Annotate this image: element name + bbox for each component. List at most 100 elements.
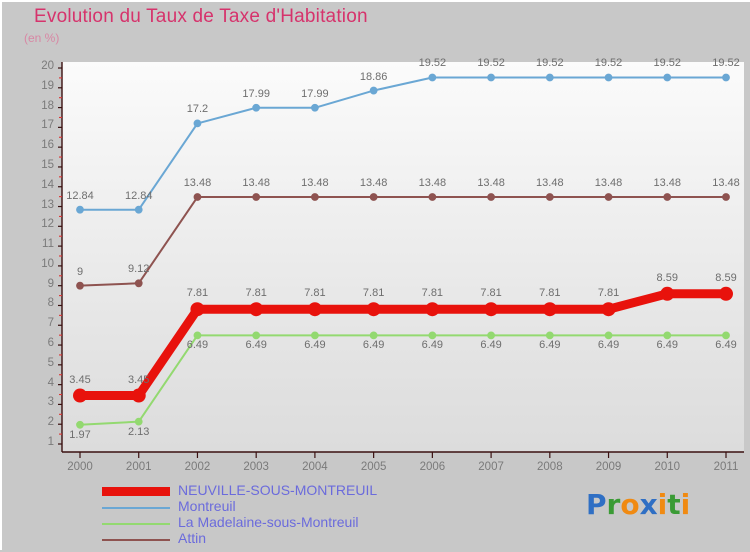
- data-point: [663, 193, 672, 201]
- y-axis-tick-label: 11: [42, 238, 54, 251]
- logo-letter: x: [639, 488, 658, 521]
- x-axis-tick-label: 2007: [478, 461, 504, 473]
- data-point: [545, 193, 554, 201]
- logo-letter: P: [586, 488, 607, 521]
- data-point: [722, 331, 730, 340]
- legend-swatch: [102, 523, 170, 525]
- page-title: Evolution du Taux de Taxe d'Habitation: [34, 6, 368, 27]
- legend-label: NEUVILLE-SOUS-MONTREUIL: [178, 482, 378, 498]
- data-label: 19.52: [477, 57, 505, 70]
- data-point: [73, 388, 87, 403]
- data-label: 6.49: [539, 339, 561, 352]
- data-point: [660, 286, 675, 301]
- chart-svg: [73, 73, 733, 429]
- data-label: 13.48: [477, 177, 505, 190]
- logo-letter: r: [606, 488, 621, 521]
- data-point: [542, 302, 557, 317]
- data-point: [487, 331, 495, 340]
- data-label: 6.49: [480, 339, 502, 352]
- legend-label: Attin: [178, 530, 207, 546]
- data-label: 13.48: [536, 177, 564, 190]
- data-point: [366, 302, 381, 317]
- data-label: 7.81: [597, 287, 620, 300]
- data-point: [252, 193, 261, 201]
- x-axis-tick-label: 2003: [243, 461, 269, 473]
- data-point: [545, 331, 554, 340]
- y-axis-tick-label: 12: [41, 218, 54, 231]
- data-label: 19.52: [536, 57, 564, 70]
- data-point: [663, 73, 672, 82]
- data-label: 12.84: [66, 189, 94, 202]
- x-axis-tick-label: 2009: [595, 461, 622, 473]
- data-label: 3.45: [128, 373, 150, 386]
- logo-letter: i: [680, 488, 691, 521]
- data-label: 6.49: [656, 339, 678, 352]
- data-label: 8.59: [656, 271, 678, 284]
- series-line: [75, 289, 731, 401]
- data-label: 6.49: [362, 339, 385, 352]
- x-axis-tick-label: 2001: [125, 461, 152, 473]
- data-point: [311, 103, 319, 112]
- data-label: 19.52: [418, 57, 447, 70]
- data-point: [190, 302, 205, 317]
- data-point: [487, 193, 495, 201]
- y-axis-tick-label: 10: [41, 257, 54, 270]
- data-label: 12.84: [124, 189, 153, 202]
- data-label: 2.13: [128, 425, 150, 438]
- data-point: [193, 193, 202, 201]
- y-axis-tick-label: 4: [47, 376, 54, 389]
- legend-swatch: [102, 487, 170, 496]
- legend-label: La Madelaine-sous-Montreuil: [178, 514, 359, 530]
- data-point: [369, 331, 378, 340]
- logo-letter: o: [620, 488, 640, 521]
- data-label: 13.48: [242, 177, 270, 190]
- data-label: 3.45: [69, 373, 91, 386]
- data-label: 17.99: [301, 87, 329, 100]
- data-point: [252, 331, 261, 340]
- data-label: 7.81: [186, 287, 209, 300]
- legend-swatch: [102, 507, 170, 509]
- logo-letter: i: [657, 488, 668, 521]
- data-label: 6.49: [186, 339, 209, 352]
- y-axis-tick-label: 14: [41, 178, 54, 191]
- data-point: [76, 281, 84, 290]
- y-axis-tick-label: 19: [41, 79, 54, 92]
- data-label: 8.59: [715, 271, 737, 284]
- y-axis-tick-label: 6: [47, 337, 54, 350]
- logo-letter: t: [667, 488, 681, 521]
- data-label: 7.81: [480, 287, 502, 300]
- data-label: 19.52: [653, 57, 682, 70]
- data-point: [719, 286, 733, 301]
- data-point: [369, 193, 378, 201]
- y-axis-tick-label: 20: [41, 60, 54, 72]
- data-label: 18.86: [359, 70, 388, 83]
- x-axis-tick-label: 2004: [302, 461, 328, 473]
- data-label: 13.48: [183, 177, 212, 190]
- data-point: [134, 205, 143, 214]
- plot-area: [62, 62, 744, 452]
- y-axis-tick-label: 13: [41, 198, 54, 211]
- x-axis-tick-label: 2002: [184, 461, 211, 473]
- data-point: [425, 302, 440, 317]
- data-point: [601, 302, 616, 317]
- data-point: [311, 331, 319, 340]
- x-axis-tick-label: 2008: [537, 461, 563, 473]
- x-axis-tick-label: 2006: [419, 461, 446, 473]
- page-subtitle: (en %): [24, 31, 60, 45]
- data-point: [487, 73, 495, 82]
- y-axis-tick-label: 16: [41, 139, 54, 152]
- data-point: [252, 103, 261, 112]
- y-axis-tick-label: 7: [47, 317, 54, 330]
- data-point: [722, 193, 730, 201]
- data-label: 9: [76, 265, 84, 278]
- data-point: [76, 205, 84, 214]
- legend-label: Montreuil: [178, 498, 236, 514]
- data-label: 6.49: [597, 339, 620, 352]
- y-axis-tick-label: 9: [47, 277, 54, 290]
- x-axis-tick-label: 2000: [67, 461, 93, 473]
- data-point: [428, 73, 437, 82]
- data-point: [428, 331, 437, 340]
- data-label: 13.48: [653, 177, 682, 190]
- data-point: [131, 388, 146, 403]
